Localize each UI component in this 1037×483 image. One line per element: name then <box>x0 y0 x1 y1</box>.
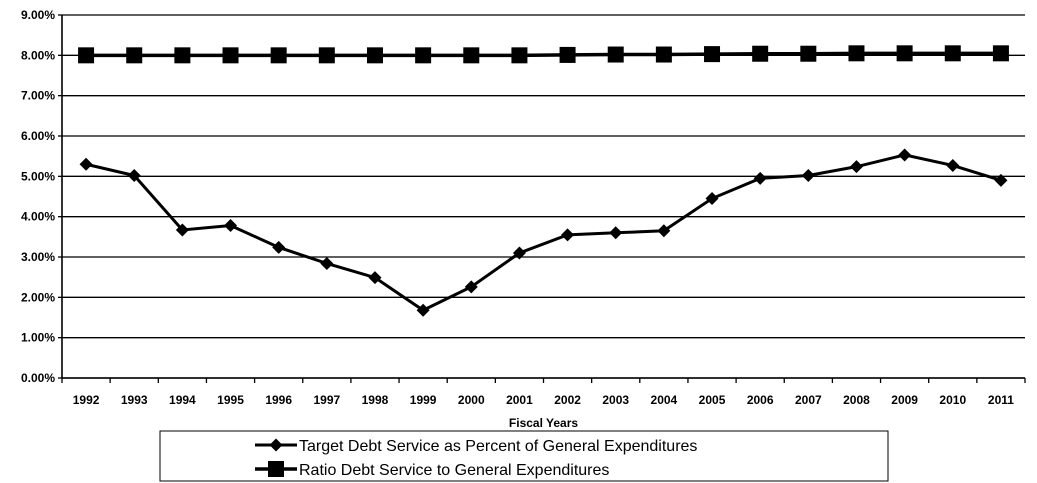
x-tick-label: 2005 <box>699 393 726 407</box>
square-point <box>126 47 143 64</box>
square-point <box>704 46 721 63</box>
diamond-point <box>224 219 238 233</box>
square-point <box>896 45 913 62</box>
series-group <box>78 45 1009 317</box>
x-tick-label: 2007 <box>795 393 822 407</box>
diamond-point <box>801 169 815 183</box>
square-point <box>511 47 528 64</box>
y-tick-label: 5.00% <box>21 169 55 183</box>
y-tick-label: 0.00% <box>21 371 55 385</box>
square-point <box>607 46 624 63</box>
diamond-point <box>753 171 767 185</box>
diamond-point <box>512 246 526 260</box>
legend-marker-square <box>268 461 284 477</box>
series-diamond <box>79 148 1008 317</box>
square-point <box>752 45 769 62</box>
diamond-point <box>609 226 623 240</box>
y-axis-ticks: 0.00% 1.00% 2.00% 3.00% 4.00% 5.00% 6.00% 7.00%… <box>21 8 62 385</box>
x-tick-label: 1994 <box>169 393 196 407</box>
legend: Target Debt Service as Percent of Genera… <box>159 430 889 482</box>
y-tick-label: 2.00% <box>21 290 55 304</box>
x-tick-label: 1997 <box>313 393 340 407</box>
x-tick-label: 2003 <box>602 393 629 407</box>
diamond-point <box>657 224 671 238</box>
square-point <box>559 46 576 63</box>
diamond-point <box>368 271 382 285</box>
diamond-point <box>849 160 863 174</box>
x-axis-title: Fiscal Years <box>509 416 578 430</box>
diamond-point <box>320 256 334 270</box>
square-point <box>270 47 287 64</box>
x-tick-label: 1998 <box>362 393 389 407</box>
diamond-point <box>272 240 286 254</box>
y-tick-label: 7.00% <box>21 89 55 103</box>
diamond-point <box>464 280 478 294</box>
x-tick-label: 1996 <box>265 393 292 407</box>
diamond-point <box>898 148 912 162</box>
series-line <box>86 51 1001 58</box>
square-point <box>415 47 432 64</box>
y-tick-label: 3.00% <box>21 250 55 264</box>
y-tick-label: 6.00% <box>21 129 55 143</box>
square-point <box>463 47 480 64</box>
diamond-point <box>946 158 960 172</box>
legend-label: Ratio Debt Service to General Expenditur… <box>299 462 609 479</box>
y-tick-label: 1.00% <box>21 331 55 345</box>
x-tick-label: 2001 <box>506 393 533 407</box>
y-tick-label: 9.00% <box>21 8 55 22</box>
x-tick-label: 2008 <box>843 393 870 407</box>
x-tick-label: 2002 <box>554 393 581 407</box>
square-point <box>78 47 95 64</box>
x-tick-label: 1993 <box>121 393 148 407</box>
square-point <box>848 45 865 62</box>
legend-label: Target Debt Service as Percent of Genera… <box>299 438 697 455</box>
x-tick-label: 1999 <box>410 393 437 407</box>
x-tick-label: 2004 <box>651 393 678 407</box>
x-tick-label: 2011 <box>988 393 1014 407</box>
diamond-point <box>416 303 430 317</box>
diamond-point <box>994 173 1008 187</box>
x-axis-ticks: 1992 1993 1994 1995 1996 1997 1998 1999 2000 2001… <box>61 378 1026 407</box>
square-point <box>174 47 191 64</box>
legend-marker-diamond <box>269 438 283 452</box>
diamond-point <box>561 228 575 242</box>
x-tick-label: 1995 <box>217 393 244 407</box>
grid-lines <box>62 14 1025 379</box>
y-tick-label: 8.00% <box>21 48 55 62</box>
square-point <box>222 47 239 64</box>
square-point <box>655 46 672 63</box>
diamond-point <box>79 157 93 171</box>
diamond-point <box>175 223 189 237</box>
x-tick-label: 2009 <box>891 393 918 407</box>
series-line <box>85 153 1002 312</box>
square-point <box>944 45 961 62</box>
square-point <box>366 47 383 64</box>
x-tick-label: 2010 <box>939 393 966 407</box>
square-point <box>800 45 817 62</box>
y-tick-label: 4.00% <box>21 210 55 224</box>
square-point <box>318 47 335 64</box>
square-point <box>992 45 1009 62</box>
diamond-point <box>127 169 141 183</box>
series-square <box>78 45 1009 64</box>
x-tick-label: 2000 <box>458 393 485 407</box>
axes <box>61 15 1025 379</box>
x-tick-label: 1992 <box>73 393 100 407</box>
diamond-point <box>705 192 719 206</box>
x-tick-label: 2006 <box>747 393 774 407</box>
